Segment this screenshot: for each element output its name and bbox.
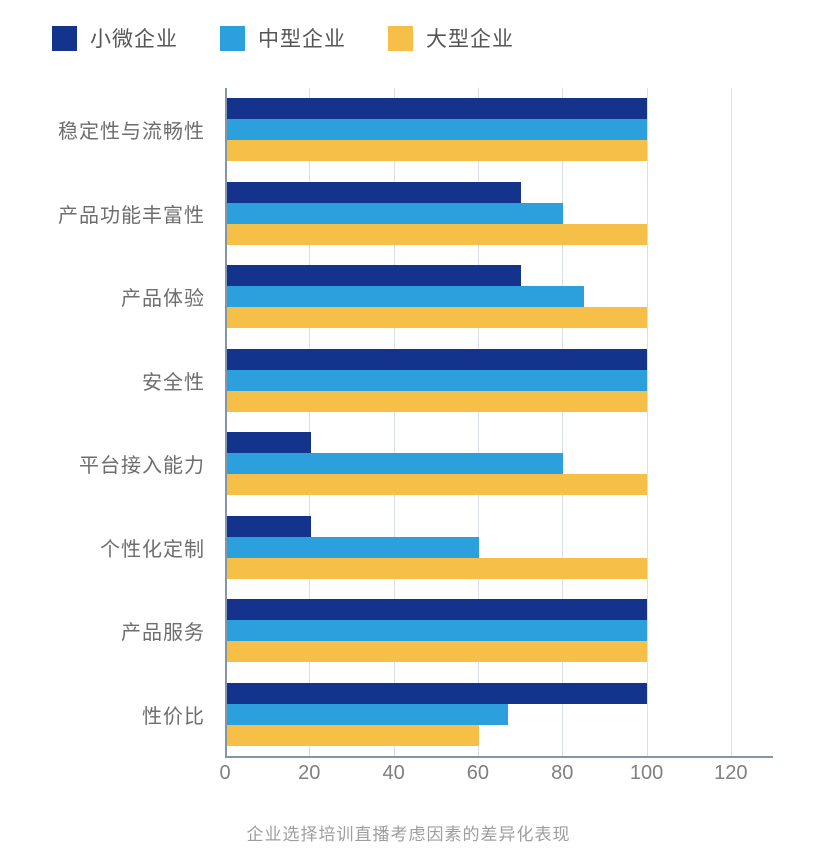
bar-group bbox=[227, 88, 773, 172]
bar bbox=[227, 599, 647, 621]
bar bbox=[227, 181, 521, 203]
bar bbox=[227, 432, 311, 454]
bar bbox=[227, 390, 647, 412]
x-tick-label: 60 bbox=[466, 762, 490, 784]
chart-caption: 企业选择培训直播考虑因素的差异化表现 bbox=[246, 825, 571, 844]
legend-swatch bbox=[220, 25, 245, 51]
category-label: 稳定性与流畅性 bbox=[58, 121, 205, 144]
bar bbox=[227, 474, 647, 496]
gridline bbox=[730, 88, 732, 756]
category-label: 平台接入能力 bbox=[79, 455, 205, 478]
y-axis-line bbox=[225, 88, 227, 756]
gridline bbox=[477, 88, 479, 756]
x-tick-label: 20 bbox=[298, 762, 321, 784]
category-label: 产品功能丰富性 bbox=[58, 204, 205, 227]
legend-label: 中型企业 bbox=[258, 28, 346, 51]
x-tick-label: 0 bbox=[219, 762, 231, 784]
bar bbox=[227, 724, 479, 746]
bar bbox=[227, 620, 647, 642]
legend-item: 中型企业 bbox=[220, 23, 346, 53]
bar-group bbox=[227, 673, 773, 757]
bar bbox=[227, 536, 479, 558]
gridline bbox=[646, 88, 648, 756]
bar bbox=[227, 515, 311, 537]
legend-label: 小微企业 bbox=[90, 28, 178, 51]
category-label: 个性化定制 bbox=[100, 538, 205, 561]
bar bbox=[227, 223, 647, 245]
bar bbox=[227, 703, 509, 725]
bar-group bbox=[227, 422, 773, 506]
bar bbox=[227, 140, 647, 162]
plot-area bbox=[225, 88, 773, 758]
x-tick-label: 80 bbox=[551, 762, 574, 784]
bar-group bbox=[227, 506, 773, 590]
x-axis-ticks: 0 20 40 60 80 100 120 bbox=[219, 762, 773, 792]
category-label: 产品服务 bbox=[121, 622, 205, 645]
category-label: 性价比 bbox=[142, 705, 205, 728]
gridline bbox=[562, 88, 564, 756]
x-tick-label: 40 bbox=[382, 762, 405, 784]
legend: 小微企业 中型企业 大型企业 bbox=[52, 23, 514, 53]
bar-group bbox=[227, 172, 773, 256]
legend-item: 小微企业 bbox=[52, 23, 178, 53]
x-axis-line bbox=[225, 756, 773, 758]
legend-swatch bbox=[52, 25, 77, 51]
bar bbox=[227, 453, 563, 475]
gridline bbox=[393, 88, 395, 756]
legend-swatch bbox=[388, 25, 413, 51]
category-label: 产品体验 bbox=[121, 288, 205, 311]
bar-group bbox=[227, 339, 773, 423]
bar-group bbox=[227, 589, 773, 673]
bar bbox=[227, 286, 584, 308]
legend-label: 大型企业 bbox=[426, 28, 514, 51]
bar bbox=[227, 641, 647, 663]
bar bbox=[227, 557, 647, 579]
bar bbox=[227, 98, 647, 120]
x-tick-label: 100 bbox=[629, 762, 664, 784]
bar bbox=[227, 202, 563, 224]
bar bbox=[227, 307, 647, 329]
bar bbox=[227, 119, 647, 141]
bar bbox=[227, 348, 647, 370]
legend-item: 大型企业 bbox=[388, 23, 514, 53]
x-tick-label: 120 bbox=[714, 762, 748, 784]
category-label: 安全性 bbox=[142, 371, 205, 394]
bar-group bbox=[227, 255, 773, 339]
bar bbox=[227, 369, 647, 391]
bar bbox=[227, 682, 647, 704]
bar bbox=[227, 265, 521, 287]
gridline bbox=[309, 88, 311, 756]
category-axis: 稳定性与流畅性 产品功能丰富性产品体验安全性平台接入能力个性化定制产品服务性价比 bbox=[0, 88, 205, 756]
